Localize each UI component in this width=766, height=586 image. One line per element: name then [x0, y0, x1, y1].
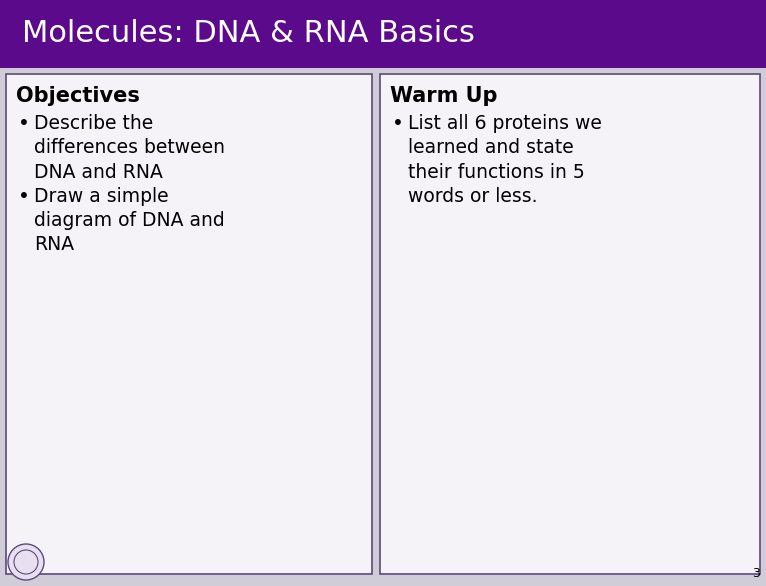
Text: •: • — [391, 114, 404, 133]
Text: Describe the
differences between
DNA and RNA: Describe the differences between DNA and… — [34, 114, 225, 182]
FancyBboxPatch shape — [6, 74, 372, 574]
Text: 3: 3 — [752, 567, 760, 580]
FancyBboxPatch shape — [379, 74, 760, 574]
Text: Objectives: Objectives — [16, 86, 140, 106]
FancyBboxPatch shape — [0, 0, 766, 68]
Text: •: • — [18, 187, 30, 206]
Text: Warm Up: Warm Up — [390, 86, 497, 106]
Text: •: • — [18, 114, 30, 133]
Circle shape — [8, 544, 44, 580]
Text: Molecules: DNA & RNA Basics: Molecules: DNA & RNA Basics — [22, 19, 475, 49]
Text: List all 6 proteins we
learned and state
their functions in 5
words or less.: List all 6 proteins we learned and state… — [408, 114, 601, 206]
Text: Draw a simple
diagram of DNA and
RNA: Draw a simple diagram of DNA and RNA — [34, 187, 224, 254]
